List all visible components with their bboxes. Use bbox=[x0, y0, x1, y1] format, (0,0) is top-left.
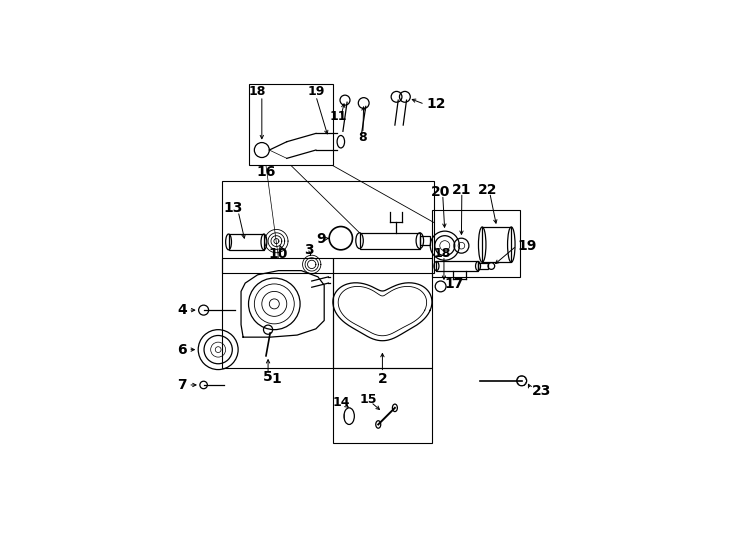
Bar bbox=[222, 258, 333, 368]
Bar bbox=[222, 181, 435, 273]
Bar bbox=[250, 84, 333, 165]
Bar bbox=[333, 258, 432, 368]
Text: 11: 11 bbox=[329, 110, 346, 123]
Text: 4: 4 bbox=[177, 303, 187, 317]
Text: 10: 10 bbox=[269, 247, 288, 261]
Bar bbox=[420, 236, 430, 245]
Bar bbox=[432, 210, 520, 277]
Text: 5: 5 bbox=[264, 370, 273, 383]
Text: 19: 19 bbox=[517, 239, 537, 253]
Text: 21: 21 bbox=[451, 183, 471, 197]
Text: 23: 23 bbox=[532, 384, 551, 398]
Text: 22: 22 bbox=[478, 183, 498, 197]
Text: 16: 16 bbox=[256, 165, 276, 179]
Text: 12: 12 bbox=[426, 97, 446, 111]
Bar bbox=[482, 227, 512, 262]
Bar bbox=[333, 368, 432, 443]
Text: 8: 8 bbox=[358, 131, 367, 144]
Text: 18: 18 bbox=[249, 85, 266, 98]
Text: 19: 19 bbox=[308, 85, 324, 98]
Text: 20: 20 bbox=[431, 185, 451, 199]
Text: 9: 9 bbox=[316, 232, 326, 246]
Text: 18: 18 bbox=[434, 247, 451, 260]
Text: 15: 15 bbox=[359, 393, 377, 406]
Text: 14: 14 bbox=[332, 396, 349, 409]
Bar bbox=[360, 233, 420, 248]
Text: 7: 7 bbox=[178, 378, 187, 392]
Text: 6: 6 bbox=[178, 342, 187, 356]
Text: 2: 2 bbox=[377, 372, 388, 386]
Text: 17: 17 bbox=[444, 277, 464, 291]
Bar bbox=[478, 263, 488, 269]
Bar bbox=[437, 261, 478, 271]
Text: 1: 1 bbox=[272, 372, 281, 386]
Bar bbox=[228, 234, 264, 250]
Text: 3: 3 bbox=[304, 243, 313, 257]
Text: 13: 13 bbox=[223, 201, 242, 215]
